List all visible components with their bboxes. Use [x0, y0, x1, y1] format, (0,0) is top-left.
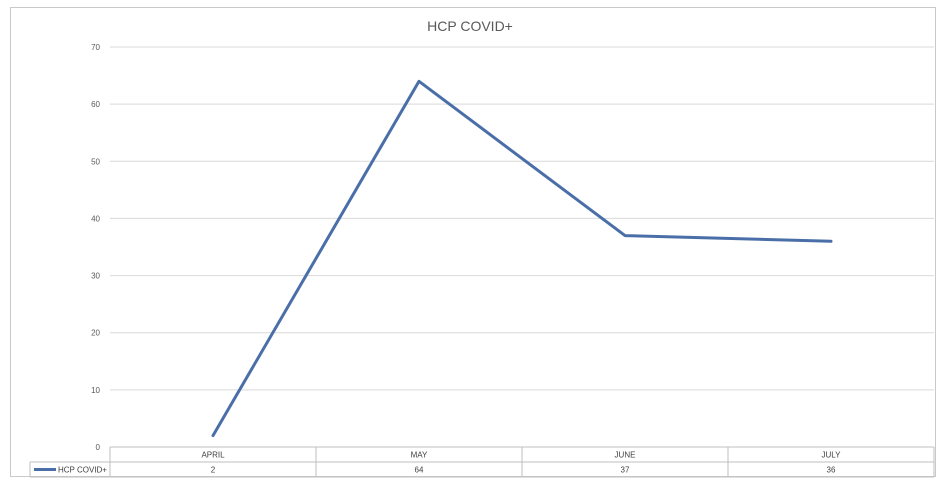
y-tick-label: 10	[91, 386, 100, 395]
series-layer	[211, 79, 833, 438]
y-axis: 0 10 20 30 40 50 60 70	[91, 43, 100, 452]
x-tick-label: JUNE	[615, 451, 636, 460]
y-tick-label: 70	[91, 43, 100, 52]
data-table-value: 64	[415, 466, 424, 475]
chart-frame	[10, 7, 936, 477]
x-tick-label: APRIL	[201, 451, 225, 460]
series-line	[211, 79, 833, 438]
y-tick-label: 40	[91, 214, 100, 223]
y-tick-label: 20	[91, 329, 100, 338]
y-tick-label: 50	[91, 157, 100, 166]
data-table-value: 2	[211, 466, 216, 475]
data-table-value: 37	[621, 466, 630, 475]
legend-label: HCP COVID+	[58, 466, 107, 475]
y-tick-label: 0	[96, 443, 101, 452]
y-tick-label: 60	[91, 100, 100, 109]
chart-title: HCP COVID+	[427, 18, 513, 34]
x-tick-label: MAY	[411, 451, 428, 460]
y-tick-label: 30	[91, 272, 100, 281]
x-tick-label: JULY	[822, 451, 842, 460]
gridlines	[110, 46, 934, 391]
data-table-value: 36	[827, 466, 836, 475]
data-table: APRIL MAY JUNE JULY 2 64 37 36 HCP COVID+	[29, 446, 935, 478]
